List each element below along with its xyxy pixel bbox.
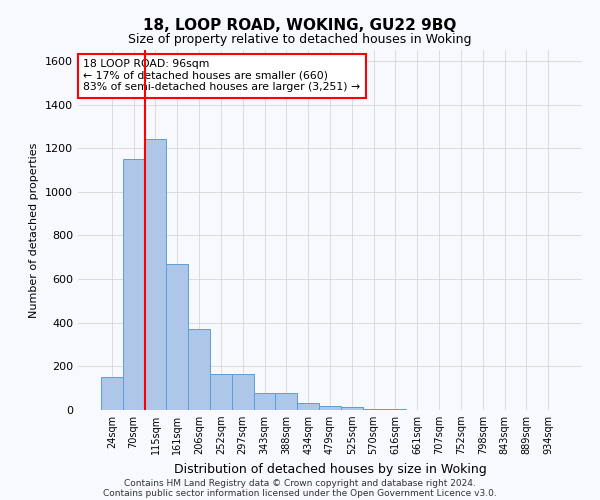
Text: 18, LOOP ROAD, WOKING, GU22 9BQ: 18, LOOP ROAD, WOKING, GU22 9BQ	[143, 18, 457, 32]
Bar	[341, 406, 363, 410]
Bar	[275, 392, 297, 410]
Bar	[101, 378, 123, 410]
Text: Contains public sector information licensed under the Open Government Licence v3: Contains public sector information licen…	[103, 488, 497, 498]
Text: 18 LOOP ROAD: 96sqm
← 17% of detached houses are smaller (660)
83% of semi-detac: 18 LOOP ROAD: 96sqm ← 17% of detached ho…	[83, 59, 360, 92]
Bar	[145, 140, 166, 410]
Bar	[232, 374, 254, 410]
Bar	[166, 264, 188, 410]
Bar	[363, 409, 385, 410]
Bar	[188, 330, 210, 410]
X-axis label: Distribution of detached houses by size in Woking: Distribution of detached houses by size …	[173, 462, 487, 475]
Text: Contains HM Land Registry data © Crown copyright and database right 2024.: Contains HM Land Registry data © Crown c…	[124, 478, 476, 488]
Bar	[123, 159, 145, 410]
Bar	[210, 374, 232, 410]
Y-axis label: Number of detached properties: Number of detached properties	[29, 142, 40, 318]
Bar	[254, 392, 275, 410]
Bar	[319, 406, 341, 410]
Bar	[297, 404, 319, 410]
Text: Size of property relative to detached houses in Woking: Size of property relative to detached ho…	[128, 32, 472, 46]
